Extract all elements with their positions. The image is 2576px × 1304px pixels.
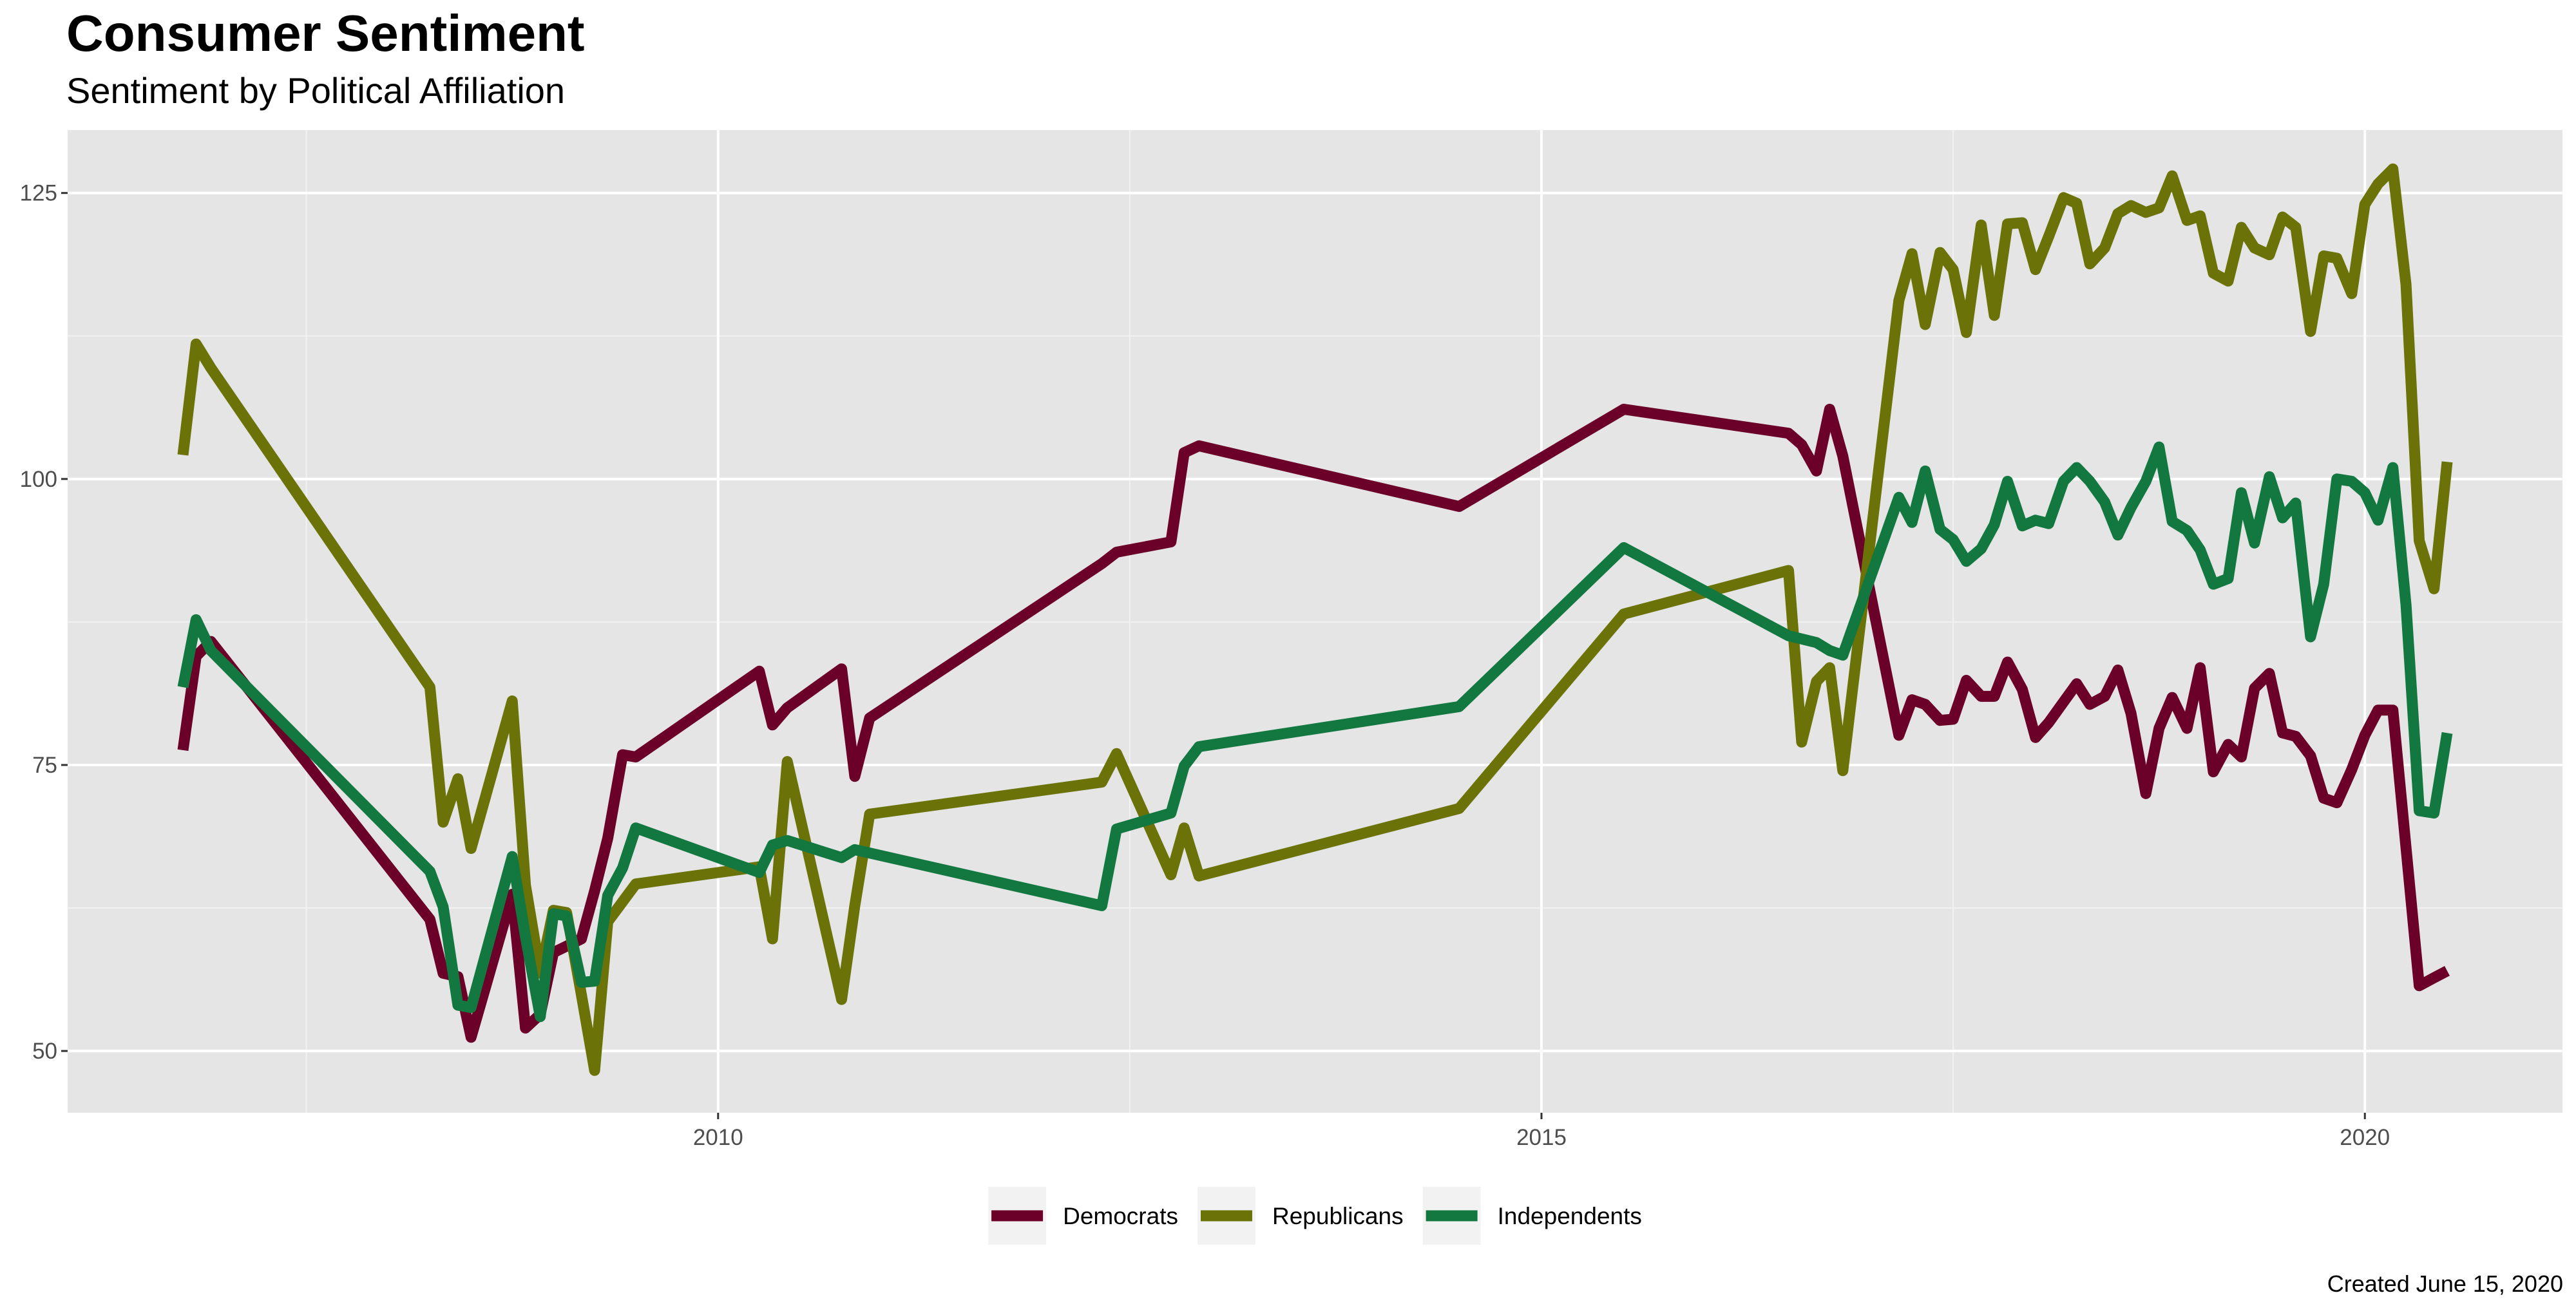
chart-subtitle: Sentiment by Political Affiliation <box>66 70 566 111</box>
y-tick-label: 100 <box>20 467 57 492</box>
legend-label-independents: Independents <box>1498 1203 1642 1229</box>
grid-lines <box>68 130 2562 1113</box>
legend-label-republicans: Republicans <box>1272 1203 1404 1229</box>
chart-caption: Created June 15, 2020 <box>2327 1271 2563 1297</box>
y-tick-label: 50 <box>32 1039 57 1064</box>
series-line-republicans <box>177 163 2453 1076</box>
legend-label-democrats: Democrats <box>1063 1203 1178 1229</box>
y-tick-label: 125 <box>20 181 57 206</box>
series-line-independents <box>177 441 2453 1023</box>
series-lines <box>177 163 2453 1076</box>
axes: 50 75 100 125 2010 2015 2020 <box>20 181 2390 1150</box>
legend: Democrats Republicans Independents <box>988 1187 1642 1245</box>
y-tick-label: 75 <box>32 753 57 778</box>
chart-title: Consumer Sentiment <box>66 5 585 62</box>
x-tick-label: 2020 <box>2340 1125 2390 1150</box>
x-tick-label: 2015 <box>1516 1125 1567 1150</box>
series-line-democrats <box>177 404 2450 1043</box>
x-tick-label: 2010 <box>693 1125 743 1150</box>
